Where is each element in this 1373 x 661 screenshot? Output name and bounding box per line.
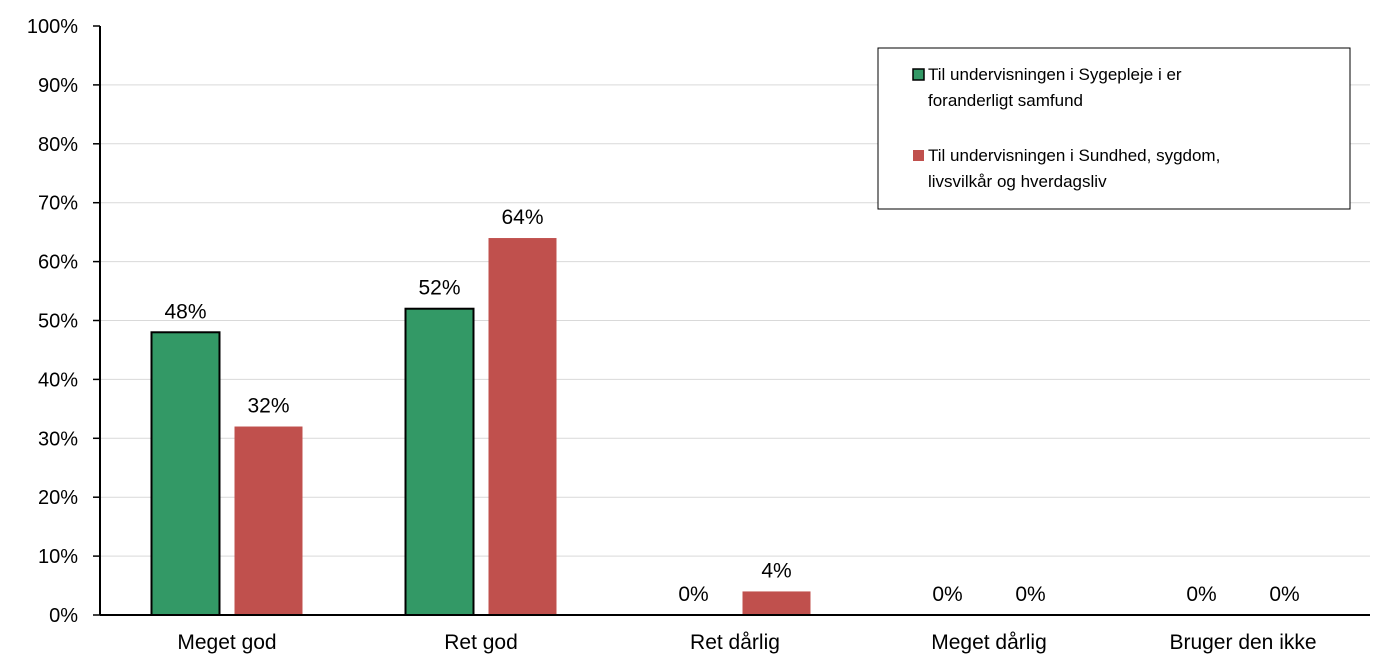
legend-entry-series-1: Til undervisningen i Sygepleje i er fora… [912,65,1182,110]
x-category-labels: Meget god Ret god Ret dårlig Meget dårlig Br… [177,631,1316,654]
y-tick-label: 60% [38,252,78,274]
legend-entry-series-2: Til undervisningen i Sundhed, sygdom, li… [913,146,1220,191]
bar-series-2 [234,426,303,615]
legend-label-series-1-line-1: Til undervisningen i Sygepleje i er [928,65,1182,84]
data-label-series-2: 0% [1015,583,1045,606]
legend-swatch-series-1 [912,68,925,81]
data-label-series-2: 0% [1269,583,1299,606]
x-category-label: Meget god [177,631,276,654]
x-category-label: Bruger den ikke [1169,631,1316,654]
data-label-series-2: 4% [761,559,791,582]
y-tick-label: 50% [38,311,78,333]
legend-box [877,47,1351,210]
y-tick-label: 100% [27,16,78,38]
y-tick-label: 20% [38,487,78,509]
legend-label-series-1-line-2: foranderligt samfund [928,91,1083,110]
x-category-label: Ret god [444,631,518,654]
bars [150,238,811,616]
y-tick-label: 0% [49,605,78,627]
bar-series-1 [404,307,475,616]
y-tick-label: 10% [38,546,78,568]
y-tick-label: 40% [38,369,78,391]
x-category-label: Ret dårlig [690,631,780,654]
y-tick-labels: 0% 10% 20% 30% 40% 50% 60% 70% 80% 90% 100% [27,16,78,627]
bar-series-2 [488,238,557,616]
legend-swatch-series-2 [913,150,924,161]
y-tick-label: 80% [38,134,78,156]
data-labels: 48% 32% 52% 64% 0% 4% 0% 0% 0% 0% [164,206,1299,606]
bar-series-2 [742,591,811,615]
data-label-series-2: 32% [247,395,289,418]
axes [93,25,1370,616]
y-tick-label: 90% [38,75,78,97]
data-label-series-1: 0% [678,583,708,606]
y-tick-label: 70% [38,193,78,215]
legend-label-series-2-line-1: Til undervisningen i Sundhed, sygdom, [928,146,1220,165]
legend-label-series-2-line-2: livsvilkår og hverdagsliv [928,172,1107,191]
data-label-series-1: 0% [1186,583,1216,606]
y-tick-label: 30% [38,428,78,450]
legend: Til undervisningen i Sygepleje i er fora… [877,47,1351,210]
x-category-label: Meget dårlig [931,631,1047,654]
gridlines [100,84,1370,557]
bar-series-1 [150,331,221,616]
data-label-series-2: 64% [501,206,543,229]
data-label-series-1: 48% [164,300,206,323]
data-label-series-1: 52% [418,277,460,300]
data-label-series-1: 0% [932,583,962,606]
